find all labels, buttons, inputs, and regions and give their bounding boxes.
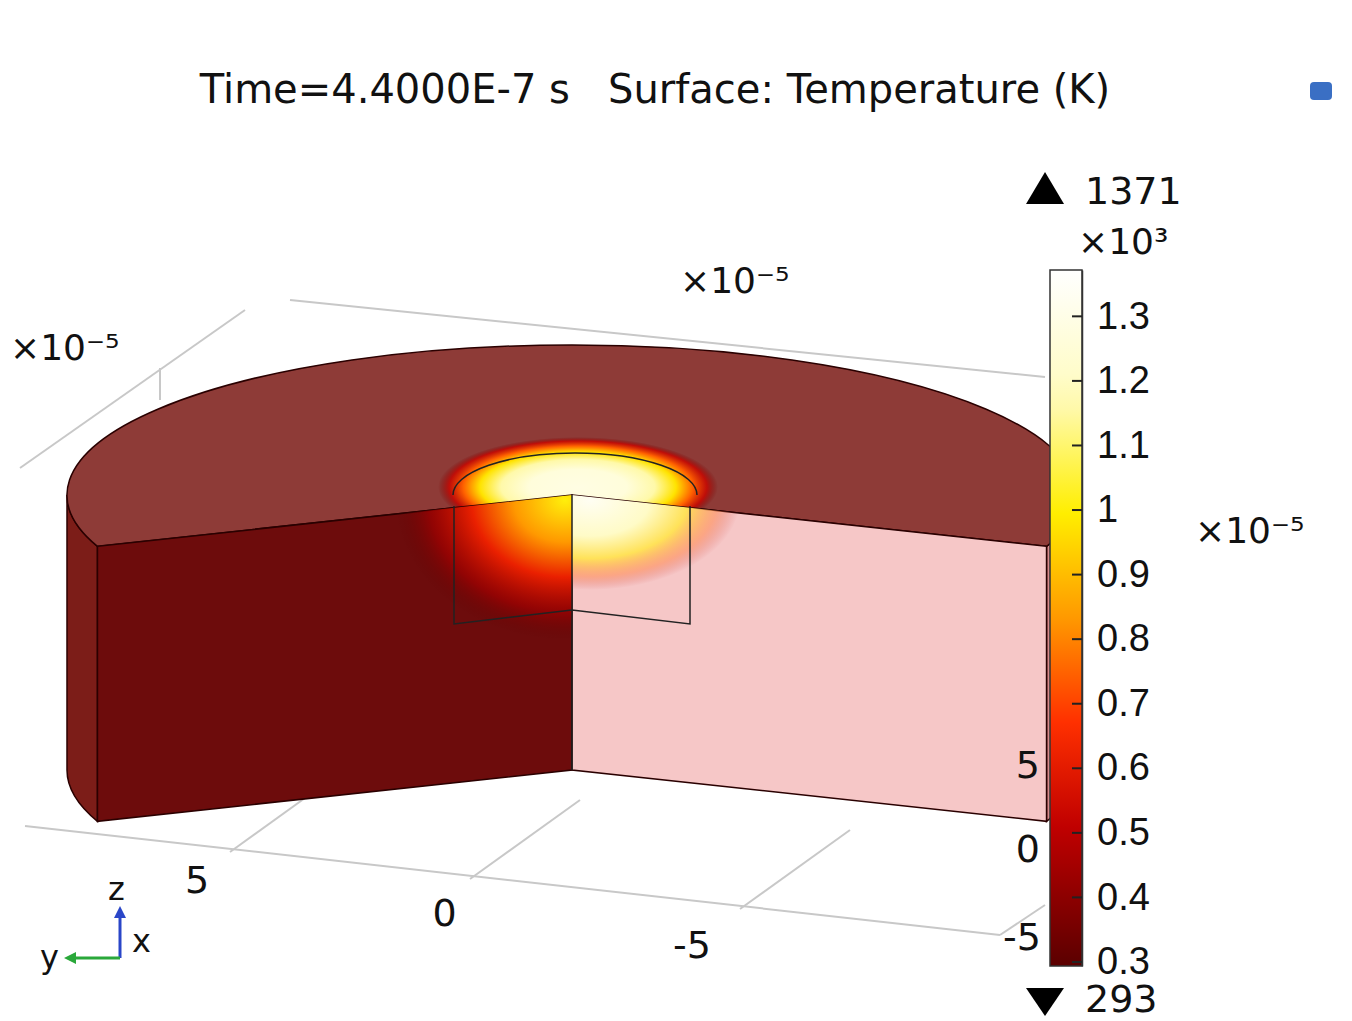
tick-label: 0.3 bbox=[1097, 940, 1150, 982]
inner-domain bbox=[453, 453, 697, 770]
inner-outline bbox=[453, 453, 697, 495]
triad-label: z bbox=[108, 870, 125, 908]
box-line bbox=[740, 830, 850, 909]
tick-label: 0.9 bbox=[1097, 553, 1150, 595]
tick-mark bbox=[1072, 961, 1082, 963]
tick: 0.3 bbox=[1072, 940, 1150, 982]
surface-plot bbox=[67, 345, 1050, 821]
tick-label: 0.6 bbox=[1097, 746, 1150, 788]
tick-label: -5 bbox=[1003, 915, 1041, 959]
title: Time=4.4000E-7 s Surface: Temperature (K… bbox=[199, 66, 1110, 112]
tick-mark bbox=[1072, 574, 1082, 576]
colorbar-axis-line bbox=[1082, 271, 1084, 967]
icon bbox=[1310, 82, 1332, 100]
tick-label: 0 bbox=[432, 891, 456, 935]
tick-mark bbox=[1072, 767, 1082, 769]
hot-spot-right bbox=[440, 410, 740, 590]
tick-mark bbox=[1072, 896, 1082, 898]
colorbar-multiplier: ×10³ bbox=[1078, 221, 1168, 262]
tick-mark bbox=[1072, 315, 1082, 317]
tick: 0.8 bbox=[1072, 617, 1150, 659]
triad-axis bbox=[72, 957, 120, 960]
min-label: 293 bbox=[1085, 977, 1158, 1021]
box-line bbox=[470, 800, 580, 879]
tick-mark bbox=[1072, 638, 1082, 640]
tick-label: 0.7 bbox=[1097, 682, 1150, 724]
colorbar bbox=[1050, 270, 1082, 966]
triad-axis bbox=[119, 914, 122, 958]
tick-label: 0.4 bbox=[1097, 876, 1150, 918]
tick: 0.6 bbox=[1072, 746, 1150, 788]
max-label: 1371 bbox=[1085, 169, 1182, 213]
tick: 1 bbox=[1072, 488, 1118, 530]
tick-label: 5 bbox=[1016, 743, 1040, 787]
tick-mark bbox=[1072, 444, 1082, 446]
tick: 0.5 bbox=[1072, 811, 1150, 853]
tick-label: 1.3 bbox=[1097, 295, 1150, 337]
tick-label: 0 bbox=[1016, 827, 1040, 871]
tick-mark bbox=[1072, 509, 1082, 511]
tick: 1.3 bbox=[1072, 295, 1150, 337]
tick: 0.9 bbox=[1072, 553, 1150, 595]
tick: 0.4 bbox=[1072, 876, 1150, 918]
min-marker bbox=[1026, 988, 1064, 1016]
box-line bbox=[25, 826, 1000, 935]
tick-mark bbox=[1072, 832, 1082, 834]
axis-multiplier: ×10⁻⁵ bbox=[10, 327, 119, 368]
tick-mark bbox=[1072, 703, 1082, 705]
tick-label: 0.5 bbox=[1097, 811, 1150, 853]
triad-arrow bbox=[64, 952, 76, 964]
tick: 1.1 bbox=[1072, 424, 1150, 466]
box-line bbox=[159, 368, 161, 400]
outer-wall bbox=[67, 495, 97, 821]
tick: 1.2 bbox=[1072, 359, 1150, 401]
tick-label: 5 bbox=[185, 858, 209, 902]
triad-label: x bbox=[132, 922, 151, 960]
colorbar-axis: 0.3 0.4 0.5 0.6 0.7 0.8 0.9 1 1.1 1.2 1.3 bbox=[1072, 271, 1150, 983]
tick-label: 1 bbox=[1097, 488, 1118, 530]
axis-multiplier: ×10⁻⁵ bbox=[680, 260, 789, 301]
tick-label: -5 bbox=[673, 923, 711, 967]
tick-label: 0.8 bbox=[1097, 617, 1150, 659]
inner-outline bbox=[571, 495, 573, 770]
tick-label: 1.2 bbox=[1097, 359, 1150, 401]
hot-spot-left bbox=[395, 360, 735, 640]
tick-mark bbox=[1072, 380, 1082, 382]
tick: 0.7 bbox=[1072, 682, 1150, 724]
orientation-triad: y xz bbox=[40, 870, 151, 976]
axis-labels: 5 0 -5 ×10⁻⁵ -5 ×10⁻⁵ 0 5 ×10⁻⁵ bbox=[10, 260, 1304, 967]
max-marker bbox=[1026, 172, 1064, 204]
triad-label: y bbox=[40, 938, 59, 976]
axis-multiplier: ×10⁻⁵ bbox=[1195, 510, 1304, 551]
chart: Time=4.4000E-7 s Surface: Temperature (K… bbox=[0, 0, 1352, 1021]
tick-label: 1.1 bbox=[1097, 424, 1150, 466]
